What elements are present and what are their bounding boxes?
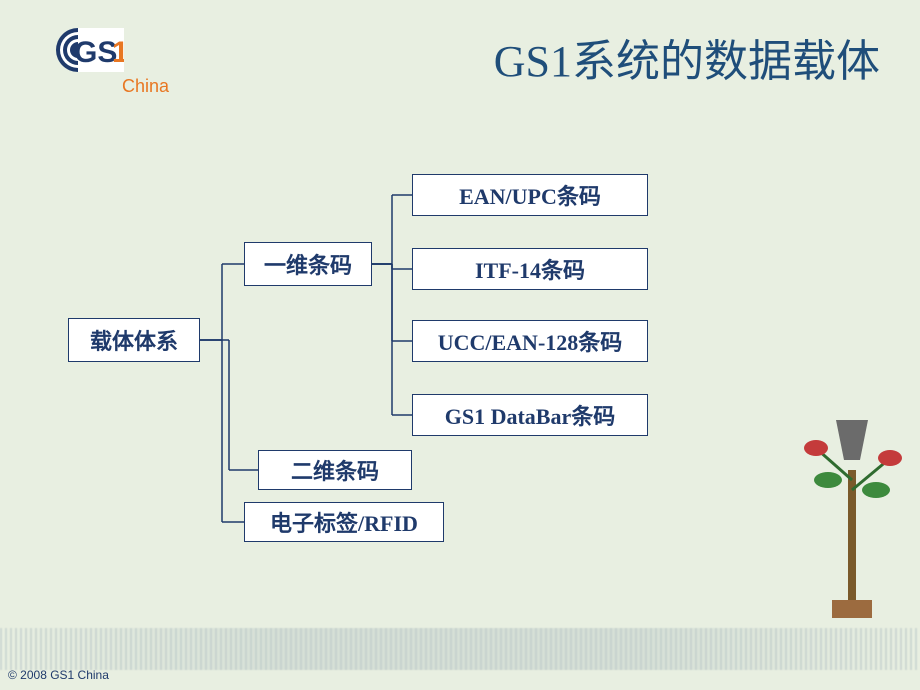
tree-node-leaf3: UCC/EAN-128条码 — [412, 320, 648, 362]
tree-node-leaf1: EAN/UPC条码 — [412, 174, 648, 216]
tree-node-root: 载体体系 — [68, 318, 200, 362]
svg-text:GS: GS — [74, 36, 117, 69]
tree-node-nrfid: 电子标签/RFID — [244, 502, 444, 542]
tree-node-n1d: 一维条码 — [244, 242, 372, 286]
slide: GS 1 China GS1系统的数据载体 © 2008 GS1 China 载… — [0, 0, 920, 690]
slide-title: GS1系统的数据载体 — [494, 25, 880, 89]
svg-text:1: 1 — [112, 36, 124, 69]
tree-node-leaf4: GS1 DataBar条码 — [412, 394, 648, 436]
copyright-text: © 2008 GS1 China — [8, 668, 109, 682]
tree-node-leaf2: ITF-14条码 — [412, 248, 648, 290]
decorative-barcode-band — [0, 628, 920, 670]
gs1-logo: GS 1 — [54, 22, 124, 83]
decorative-plant-icon — [798, 390, 908, 630]
tree-node-n2d: 二维条码 — [258, 450, 412, 490]
gs1-logo-subtext: China — [122, 76, 169, 97]
